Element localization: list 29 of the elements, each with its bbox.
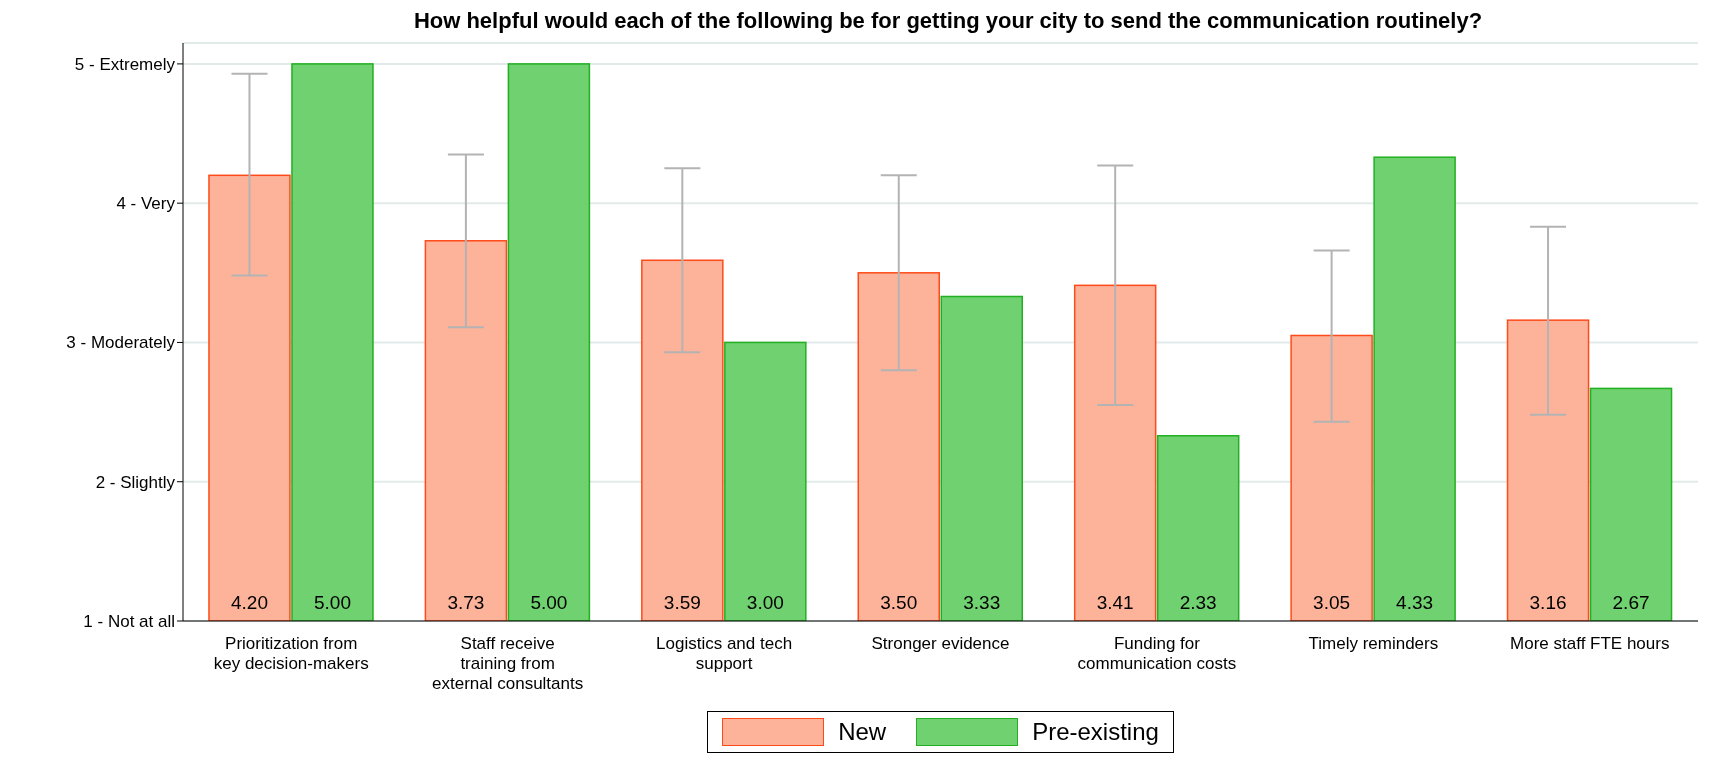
data-label: 4.20 (230, 592, 268, 613)
data-label: 3.73 (447, 592, 485, 613)
data-label: 3.50 (880, 592, 918, 613)
legend-label: New (837, 718, 887, 746)
y-tick-label: 5 - Extremely (74, 54, 176, 74)
legend-label: Pre-existing (1031, 718, 1159, 746)
data-label: 3.05 (1313, 592, 1351, 613)
data-label: 5.00 (530, 592, 568, 613)
data-label: 5.00 (313, 592, 351, 613)
x-tick-label: Staff receive training from external consultants (432, 634, 584, 693)
data-label: 2.33 (1179, 592, 1217, 613)
x-tick-label: Timely reminders (1308, 634, 1439, 653)
data-label: 3.16 (1529, 592, 1567, 613)
data-label: 3.41 (1096, 592, 1134, 613)
y-tick-label: 4 - Very (116, 194, 176, 214)
data-label: 4.33 (1396, 592, 1434, 613)
x-tick-label: Funding for communication costs (1077, 634, 1237, 673)
chart-title: How helpful would each of the following be for getting your city to send the communication routinely? (412, 8, 1484, 34)
data-label: 3.00 (746, 592, 784, 613)
y-tick-label: 2 - Slightly (95, 472, 176, 492)
data-label: 2.67 (1612, 592, 1650, 613)
x-tick-label: Stronger evidence (871, 634, 1010, 653)
y-tick-label: 1 - Not at all (83, 612, 175, 632)
x-tick-label: Logistics and tech support (656, 634, 793, 673)
data-label: 3.59 (663, 592, 701, 613)
x-tick-label: Prioritization from key decision-makers (213, 634, 369, 673)
data-label: 3.33 (963, 592, 1001, 613)
y-tick-label: 3 - Moderately (66, 333, 176, 353)
x-tick-label: More staff FTE hours (1510, 634, 1670, 653)
